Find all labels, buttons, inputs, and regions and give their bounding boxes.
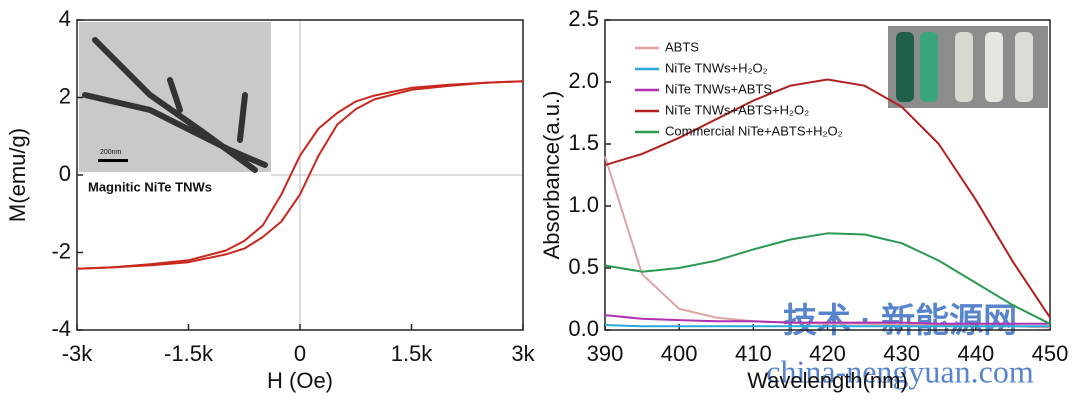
y-tick-label: 1.0 xyxy=(568,192,599,217)
x-tick-label: 400 xyxy=(661,341,698,366)
y-tick-label: 0 xyxy=(59,161,71,186)
inset-nanowires xyxy=(82,37,268,173)
x-tick-label: 3k xyxy=(511,341,535,366)
x-tick-label: 390 xyxy=(587,341,624,366)
x-tick-label: 1.5k xyxy=(391,341,434,366)
legend-label: NiTe TNWs+H₂O₂ xyxy=(665,60,768,75)
scale-label: 200nm xyxy=(100,149,122,156)
x-tick-label: 0 xyxy=(294,341,306,366)
legend-label: Commercial NiTe+ABTS+H₂O₂ xyxy=(665,123,843,138)
y-tick-label: 1.5 xyxy=(568,130,599,155)
watermark: china-nengyuan.com xyxy=(766,353,1034,389)
y-tick-label: -4 xyxy=(51,316,71,341)
data-line xyxy=(604,324,1050,328)
x-axis-label: H (Oe) xyxy=(267,368,333,393)
x-tick-label: 450 xyxy=(1032,341,1069,366)
x-tick-label: 420 xyxy=(809,341,846,366)
data-line xyxy=(76,80,524,270)
x-tick-label: 430 xyxy=(883,341,920,366)
y-tick-label: -2 xyxy=(51,238,71,263)
y-tick-label: 4 xyxy=(59,6,71,31)
y-axis-label: Absorbance(a.u.) xyxy=(539,91,564,260)
legend-label: NiTe TNWs+ABTS xyxy=(665,81,772,96)
data-line xyxy=(76,80,524,270)
y-axis-label: M(emu/g) xyxy=(5,128,30,222)
x-tick-label: -1.5k xyxy=(164,341,214,366)
y-tick-label: 0.5 xyxy=(568,254,599,279)
watermark: 技术 · 新能源网 xyxy=(783,302,1017,340)
x-tick-label: 440 xyxy=(957,341,994,366)
x-axis-label: Wavelength(nm) xyxy=(747,368,908,393)
vial xyxy=(920,32,938,102)
y-tick-label: 0.0 xyxy=(568,316,599,341)
y-tick-label: 2.0 xyxy=(568,68,599,93)
data-line xyxy=(604,232,1051,325)
vial xyxy=(896,32,914,102)
legend-label: ABTS xyxy=(665,39,699,54)
x-tick-label: -3k xyxy=(62,341,94,366)
scale-bar xyxy=(98,159,128,162)
y-tick-label: 2 xyxy=(59,83,71,108)
vial xyxy=(955,32,973,102)
data-line xyxy=(604,314,1050,325)
vial xyxy=(1015,32,1033,102)
x-tick-label: 410 xyxy=(735,341,772,366)
vial xyxy=(985,32,1003,102)
y-tick-label: 2.5 xyxy=(568,6,599,31)
legend-label: NiTe TNWs+ABTS+H₂O₂ xyxy=(665,102,809,117)
data-line xyxy=(604,78,1051,319)
inset-label: Magnitic NiTe TNWs xyxy=(88,179,212,194)
